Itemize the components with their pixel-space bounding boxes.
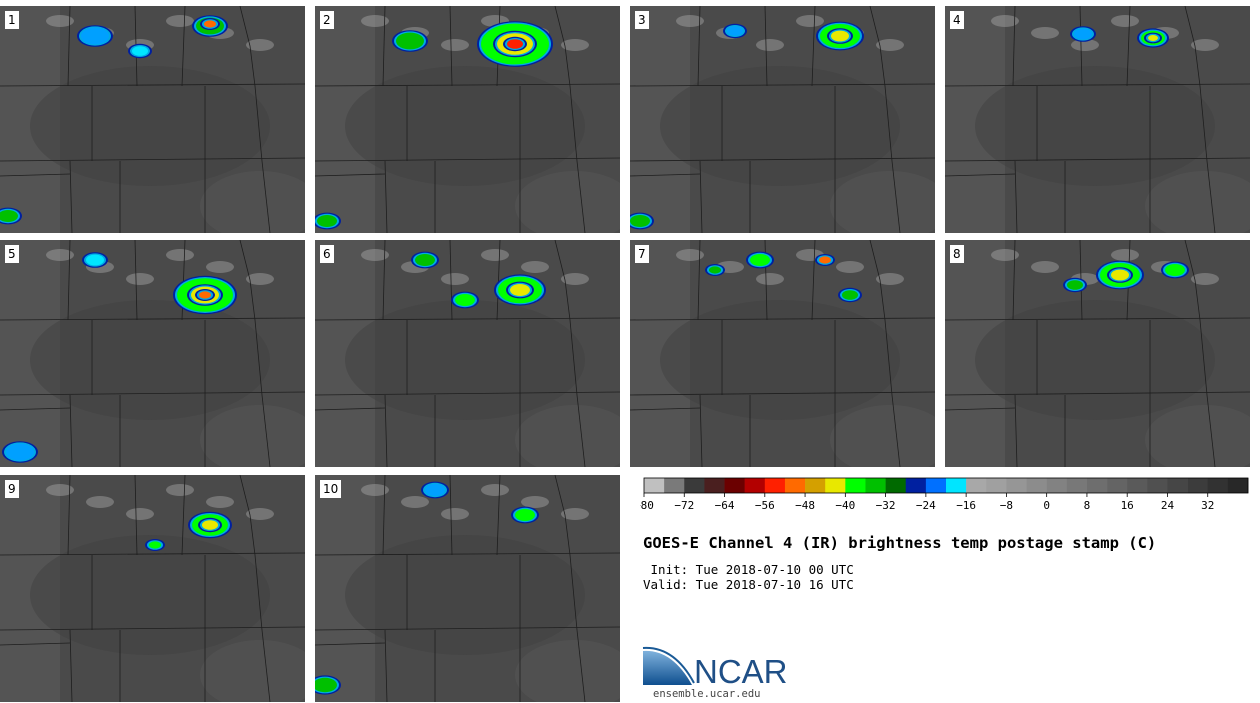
panel-number: 4 [950, 11, 964, 29]
figure-title: GOES-E Channel 4 (IR) brightness temp po… [643, 534, 1157, 552]
ncar-logo: NCAR [642, 646, 788, 690]
panel-number: 6 [320, 245, 334, 263]
panel-number: 10 [320, 480, 342, 498]
panel-number: 1 [5, 11, 19, 29]
colorbar-swatch [966, 478, 987, 493]
colorbar-tick-label: −64 [715, 499, 735, 512]
colorbar-swatch [905, 478, 927, 493]
satellite-map [0, 475, 305, 702]
colorbar-tick-label: −80 [640, 499, 654, 512]
postage-stamp-panel: 5 [0, 240, 305, 467]
colorbar-swatch [825, 478, 846, 493]
colorbar-tick-label: 16 [1121, 499, 1134, 512]
colorbar-swatch [805, 478, 826, 493]
colorbar-tick-label: 0 [1043, 499, 1050, 512]
colorbar-swatch [684, 478, 705, 493]
colorbar-swatch [865, 478, 886, 493]
colorbar-swatch [1086, 478, 1108, 493]
valid-time: Valid: Tue 2018-07-10 16 UTC [643, 577, 854, 592]
colorbar-swatch [1207, 478, 1229, 493]
panel-number: 9 [5, 480, 19, 498]
colorbar-swatch [744, 478, 766, 493]
colorbar-swatch [986, 478, 1007, 493]
colorbar-swatch [845, 478, 866, 493]
colorbar-swatch [1107, 478, 1128, 493]
postage-stamp-panel: 10 [315, 475, 620, 702]
satellite-map [945, 240, 1250, 467]
postage-stamp-panel: 7 [630, 240, 935, 467]
colorbar-swatch [885, 478, 907, 493]
postage-stamp-panel: 8 [945, 240, 1250, 467]
colorbar-swatch [764, 478, 786, 493]
colorbar-swatch [946, 478, 967, 493]
satellite-map [0, 240, 305, 467]
colorbar-tick-label: −8 [1000, 499, 1013, 512]
satellite-map [315, 6, 620, 233]
colorbar-swatch [1066, 478, 1088, 493]
colorbar-tick-label: −72 [674, 499, 694, 512]
colorbar-swatch [704, 478, 725, 493]
colorbar-tick-label: 8 [1084, 499, 1091, 512]
colorbar-tick-label: −56 [755, 499, 775, 512]
colorbar-swatch [1006, 478, 1027, 493]
colorbar-tick-label: −40 [835, 499, 855, 512]
colorbar-swatch [664, 478, 685, 493]
colorbar-tick-label: 32 [1201, 499, 1214, 512]
colorbar-swatch [1026, 478, 1047, 493]
postage-stamp-panel: 6 [315, 240, 620, 467]
panel-number: 2 [320, 11, 334, 29]
postage-stamp-panel: 4 [945, 6, 1250, 233]
colorbar-tick-label: −16 [956, 499, 976, 512]
satellite-map [945, 6, 1250, 233]
colorbar-swatch [1167, 478, 1188, 493]
colorbar-swatch [644, 478, 665, 493]
panel-number: 5 [5, 245, 19, 263]
postage-stamp-panel: 9 [0, 475, 305, 702]
satellite-map [315, 240, 620, 467]
panel-number: 8 [950, 245, 964, 263]
satellite-map [630, 6, 935, 233]
logo-text: NCAR [694, 653, 788, 690]
postage-stamp-panel: 1 [0, 6, 305, 233]
ensemble-url: ensemble.ucar.edu [653, 688, 761, 700]
colorbar-swatch [925, 478, 947, 493]
colorbar-swatch [1147, 478, 1168, 493]
colorbar-swatch [1187, 478, 1209, 493]
init-time: Init: Tue 2018-07-10 00 UTC [643, 562, 854, 577]
colorbar-tick-label: 24 [1161, 499, 1175, 512]
postage-stamp-panel: 3 [630, 6, 935, 233]
colorbar-swatch [724, 478, 745, 493]
colorbar-tick-label: −32 [876, 499, 896, 512]
colorbar-swatch [1046, 478, 1068, 493]
colorbar-tick-label: −24 [916, 499, 936, 512]
colorbar-swatch [1127, 478, 1148, 493]
satellite-map [315, 475, 620, 702]
colorbar-swatch [1227, 478, 1249, 493]
colorbar-tick-label: −48 [795, 499, 815, 512]
panel-number: 7 [635, 245, 649, 263]
satellite-map [0, 6, 305, 233]
panel-number: 3 [635, 11, 649, 29]
postage-stamp-panel: 2 [315, 6, 620, 233]
colorbar-swatch [784, 478, 806, 493]
satellite-map [630, 240, 935, 467]
